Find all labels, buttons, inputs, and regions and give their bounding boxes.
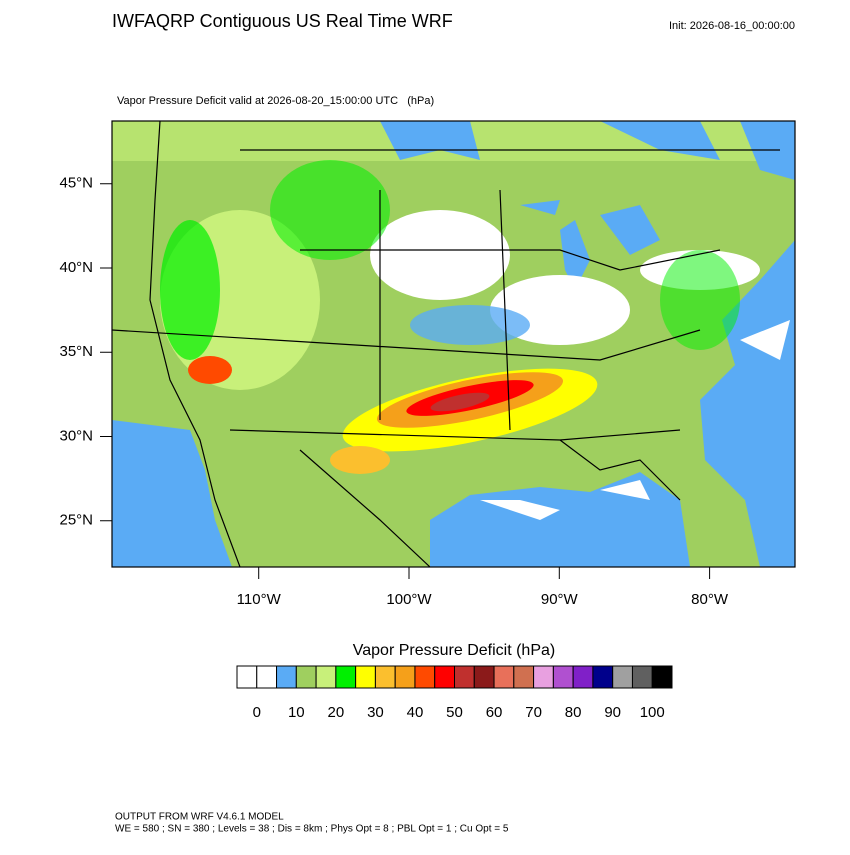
color-box (631, 665, 653, 689)
lon-tick-label: 100°W (386, 591, 432, 608)
pacific (112, 420, 232, 567)
lon-tick-label: 90°W (541, 591, 579, 608)
title: IWFAQRP Contiguous US Real Time WRF (112, 11, 453, 31)
plains-max (430, 392, 490, 412)
footer-line: OUTPUT FROM WRF V4.6.1 MODEL (115, 812, 284, 823)
lon-tick-label: 110°W (237, 591, 282, 608)
colorbar-tick-label: 0 (253, 704, 261, 721)
color-box (276, 665, 297, 689)
colorbar-tick-label: 60 (486, 704, 503, 721)
desert-hot (188, 356, 232, 384)
color-box (374, 665, 396, 689)
gulf (430, 472, 690, 567)
color-box (651, 665, 673, 689)
map-frame (111, 120, 796, 568)
colorbar-tick-label: 90 (604, 704, 621, 721)
map-axes: 45°N 40°N 35°N 30°N 25°N 110°W 100°W 90°W 80°W (59, 175, 728, 608)
colorbar-tick-label: 40 (407, 704, 424, 721)
color-box (394, 665, 416, 689)
low-vpd-plains (410, 305, 530, 345)
color-box (236, 665, 258, 689)
init-time: Init: 2026-08-16_00:00:00 (669, 20, 795, 32)
color-box (295, 665, 317, 689)
california-green (160, 220, 220, 360)
lat-tick-label: 25°N (59, 512, 93, 529)
colorbar-tick-label: 50 (446, 704, 463, 721)
color-box (552, 665, 574, 689)
color-box (592, 665, 614, 689)
color-box (473, 665, 495, 689)
lat-tick-label: 45°N (59, 175, 93, 192)
colorbar-title: Vapor Pressure Deficit (hPa) (353, 642, 555, 659)
lat-tick-label: 30°N (59, 427, 93, 444)
great-lakes (520, 200, 660, 290)
footer-line: WE = 580 ; SN = 380 ; Levels = 38 ; Dis … (115, 824, 509, 835)
color-box (355, 665, 376, 689)
white-patches (480, 320, 790, 520)
northern-waters (380, 121, 795, 180)
appalachian-green (660, 250, 740, 350)
colorbar-tick-label: 80 (565, 704, 582, 721)
texas-orange (330, 446, 390, 474)
colorbar-tick-label: 30 (367, 704, 384, 721)
map (112, 121, 795, 567)
colorbar-tick-label: 10 (288, 704, 305, 721)
lat-tick-label: 35°N (59, 343, 93, 360)
color-box (414, 665, 436, 689)
lat-tick-label: 40°N (59, 259, 93, 276)
color-box (533, 665, 554, 689)
colorbar: 0 10 20 30 40 50 60 70 80 90 100 (236, 665, 673, 721)
color-box (572, 665, 594, 689)
low-vpd-north (370, 210, 510, 300)
colorbar-tick-label: 70 (525, 704, 542, 721)
color-box (454, 665, 475, 689)
boundaries (112, 121, 780, 567)
subtitle: Vapor Pressure Deficit valid at 2026-08-… (117, 95, 434, 107)
color-box (513, 665, 535, 689)
color-box (434, 665, 455, 689)
color-box (612, 665, 633, 689)
lon-tick-label: 80°W (691, 591, 729, 608)
color-box (256, 665, 278, 689)
colorbar-tick-label: 100 (640, 704, 665, 721)
color-box (335, 665, 357, 689)
color-box (315, 665, 337, 689)
color-box (493, 665, 515, 689)
colorbar-tick-label: 20 (328, 704, 345, 721)
west-green (270, 160, 390, 260)
